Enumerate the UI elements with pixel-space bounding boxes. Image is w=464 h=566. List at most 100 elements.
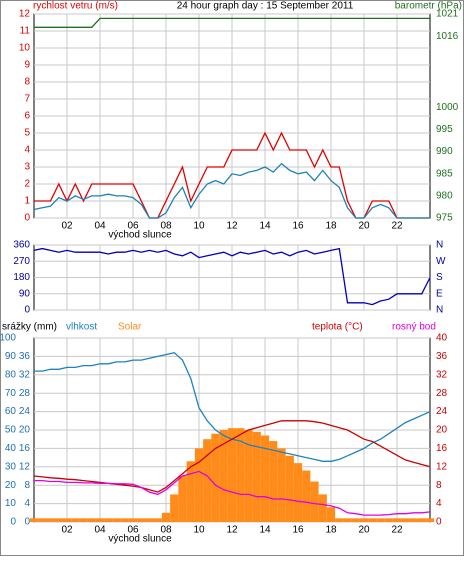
x-tick-label: 16 [292, 221, 304, 232]
y-tick-label: 0 [24, 213, 30, 224]
y2-tick-label: 24 [436, 406, 448, 417]
y-tick-label: 60 [5, 406, 17, 417]
x-tick-label: 08 [160, 525, 172, 536]
x-tick-label: 12 [226, 525, 238, 536]
y3-tick-label: 24 [19, 406, 31, 417]
y2-tick-label: S [436, 272, 443, 283]
y-tick-label: 11 [20, 26, 31, 37]
x-tick-label: 04 [94, 525, 106, 536]
y2-tick-label: 980 [436, 190, 453, 201]
solar-bar [211, 433, 220, 522]
y-tick-label: 90 [5, 351, 17, 362]
solar-bar [137, 518, 146, 522]
solar-bar [95, 518, 105, 522]
y-tick-label: 50 [5, 425, 17, 436]
y-tick-label: 12 [19, 9, 31, 20]
y2-tick-label: 0 [436, 517, 442, 528]
solar-bar [392, 518, 402, 522]
solar-bar [153, 518, 162, 522]
y-tick-label: 90 [19, 288, 31, 299]
y3-tick-label: 4 [24, 498, 30, 509]
y-tick-label: 360 [13, 240, 30, 251]
solar-bar [120, 518, 129, 522]
y2-tick-label: 990 [436, 146, 453, 157]
y2-tick-label: N [436, 305, 443, 316]
x-tick-label: 20 [358, 221, 370, 232]
solar-bar [203, 439, 212, 522]
solar-bar [285, 455, 294, 522]
y3-tick-label: 28 [19, 388, 31, 399]
y2-tick-label: W [436, 256, 446, 267]
solar-bar [186, 461, 195, 522]
y-tick-label: 3 [24, 162, 30, 173]
y2-tick-label: 995 [436, 124, 453, 135]
y2-tick-label: N [436, 240, 443, 251]
y2-tick-label: 36 [436, 351, 448, 362]
y2-tick-label: 40 [436, 333, 448, 344]
y-tick-label: 0 [24, 305, 30, 316]
y-tick-label: 7 [24, 94, 30, 105]
solar-bar [409, 518, 418, 522]
solar-bar [71, 518, 80, 522]
solar-bar [277, 448, 286, 522]
y2-tick-label: 985 [436, 168, 453, 179]
y2-tick-label: 12 [436, 461, 448, 472]
solar-bar [244, 430, 253, 522]
x-tick-label: 14 [259, 525, 271, 536]
y3-tick-label: 8 [24, 480, 30, 491]
y-tick-label: 80 [5, 369, 17, 380]
series-line [34, 470, 431, 516]
solar-bar [359, 518, 369, 522]
x-tick-label: 10 [193, 525, 205, 536]
y-tick-label: 180 [13, 272, 30, 283]
y2-tick-label: 1016 [436, 31, 459, 42]
y3-tick-label: 16 [19, 443, 31, 454]
series-line [33, 247, 431, 306]
x-tick-label: 22 [391, 525, 403, 536]
solar-bar [335, 518, 344, 522]
y-tick-label: 1 [24, 196, 30, 207]
y3-tick-label: 0 [24, 517, 30, 528]
x-tick-label: 18 [325, 525, 337, 536]
y-tick-label: 9 [24, 60, 30, 71]
solar-bar [326, 507, 336, 522]
y-tick-label: 8 [24, 77, 30, 88]
y2-tick-label: E [436, 288, 443, 299]
x-tick-label: 08 [160, 221, 172, 232]
y2-tick-label: 16 [436, 443, 448, 454]
solar-bar [79, 518, 88, 522]
series-line [33, 420, 431, 493]
x-tick-label: 20 [358, 525, 370, 536]
x-tick-label: 02 [61, 525, 73, 536]
sunrise-label: východ slunce [108, 230, 172, 241]
dewpoint-legend: rosný bod [392, 322, 436, 333]
x-tick-label: 16 [292, 525, 304, 536]
solar-bar [269, 441, 278, 522]
solar-bar [194, 448, 204, 522]
x-tick-label: 06 [127, 221, 139, 232]
solar-bar [178, 476, 187, 522]
solar-bar [161, 512, 171, 522]
y-tick-label: 20 [5, 480, 17, 491]
y-tick-label: 270 [13, 256, 30, 267]
solar-bar [145, 518, 154, 522]
solar-bar [236, 428, 245, 522]
rain-label: srážky (mm) [2, 322, 57, 333]
series-line [33, 162, 430, 219]
x-tick-label: 12 [226, 221, 238, 232]
solar-bar [318, 494, 327, 522]
solar-bar [384, 518, 393, 522]
y2-tick-label: 4 [436, 498, 442, 509]
solar-bar [87, 518, 96, 522]
y2-tick-label: 1021 [436, 9, 459, 20]
humidity-legend: vlhkost [66, 322, 97, 333]
x-tick-label: 22 [391, 221, 403, 232]
y-tick-label: 10 [19, 43, 31, 54]
y-tick-label: 6 [24, 111, 30, 122]
solar-bar [46, 518, 55, 522]
solar-bar [376, 518, 385, 522]
y2-tick-label: 8 [436, 480, 442, 491]
temperature-legend: teplota (°C) [312, 322, 363, 333]
solar-bar [38, 518, 47, 522]
sunrise-label: východ slunce [108, 534, 172, 545]
